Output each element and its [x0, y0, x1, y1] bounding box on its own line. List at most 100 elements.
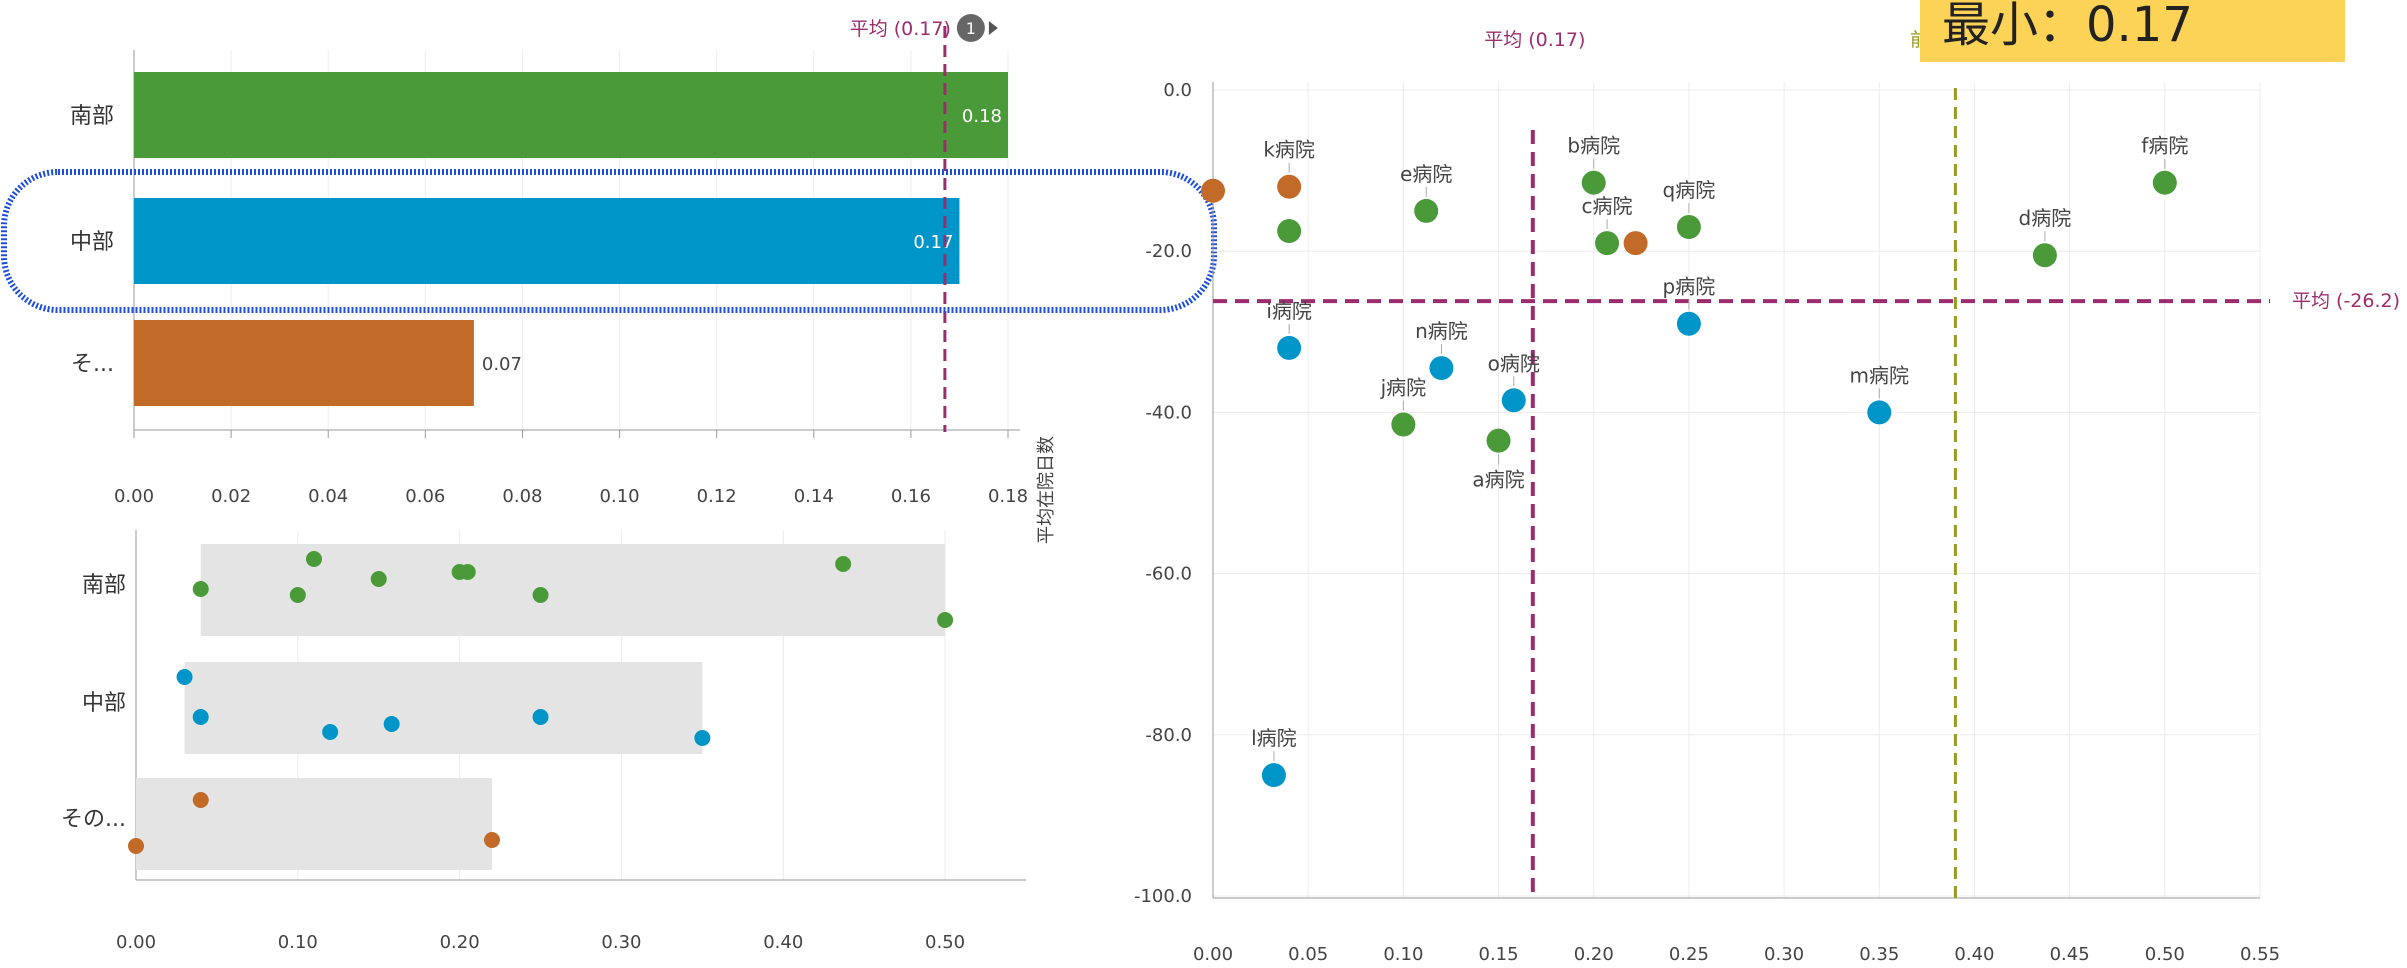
bar-x-tick-label: 0.16: [891, 486, 931, 507]
strip-point: [694, 730, 711, 746]
scatter-point-label: m病院: [1850, 363, 1909, 387]
bar-x-tick-label: 0.04: [308, 486, 348, 507]
strip-category-label: 中部: [82, 691, 126, 716]
strip-point: [176, 669, 193, 685]
scatter-point: [1277, 335, 1302, 360]
scatter-point-label: k病院: [1263, 138, 1315, 162]
scatter-point: [1867, 400, 1892, 425]
scatter-point-label: c病院: [1582, 194, 1633, 218]
scatter-y-tick-label: -40.0: [1145, 402, 1192, 423]
scatter-x-tick-label: 0.40: [1954, 944, 1994, 965]
scatter-x-tick-label: 0.35: [1859, 944, 1899, 965]
scatter-avg-y-label: 平均 (-26.2): [2292, 290, 2400, 312]
min-value-callout: 最小：0.17: [1920, 0, 2345, 62]
bar-category-label: そ...: [71, 352, 114, 377]
scatter-x-tick-label: 0.05: [1288, 944, 1328, 965]
scatter-y-tick-label: -80.0: [1145, 725, 1192, 746]
strip-band: [136, 778, 492, 870]
scatter-x-tick-label: 0.15: [1479, 944, 1519, 965]
scatter-point-label: i病院: [1266, 299, 1312, 323]
strip-category-label: その...: [61, 807, 126, 832]
bar-2: [134, 320, 474, 406]
strip-band: [184, 662, 703, 754]
strip-point: [192, 581, 209, 597]
scatter-point-label: d病院: [2019, 206, 2072, 230]
strip-point: [937, 612, 954, 628]
scatter-point: [1676, 215, 1701, 240]
scatter-y-tick-label: -100.0: [1134, 886, 1192, 907]
bar-data-label: 0.18: [962, 106, 1002, 127]
scatter-point: [1277, 219, 1302, 244]
scatter-point-label: j病院: [1380, 375, 1427, 399]
strip-point: [322, 724, 339, 740]
scatter-x-tick-label: 0.25: [1669, 944, 1709, 965]
strip-point: [370, 571, 387, 587]
strip-point: [459, 564, 476, 580]
strip-point: [128, 838, 144, 854]
bar-0: [134, 72, 1008, 158]
bar-x-tick-label: 0.06: [405, 486, 445, 507]
strip-point: [484, 832, 500, 848]
strip-x-tick-label: 0.00: [116, 932, 156, 953]
strip-point: [306, 551, 322, 567]
scatter-point: [1623, 231, 1648, 256]
bar-x-tick-label: 0.02: [211, 486, 251, 507]
bar-1: [134, 198, 960, 284]
bar-x-tick-label: 0.10: [600, 486, 640, 507]
scatter-point: [1486, 428, 1511, 453]
scatter-x-tick-label: 0.45: [2050, 944, 2090, 965]
strip-point: [383, 716, 400, 732]
scatter-point: [1391, 412, 1416, 437]
bar-x-tick-label: 0.14: [794, 486, 834, 507]
scatter-point: [1414, 198, 1439, 223]
strip-point: [192, 792, 209, 808]
strip-x-tick-label: 0.20: [440, 932, 480, 953]
scatter-point-label: e病院: [1400, 162, 1452, 186]
scatter-point: [2152, 170, 2177, 195]
scatter-point-label: f病院: [2141, 134, 2188, 158]
badge-count: 1: [966, 19, 976, 38]
scatter-x-tick-label: 0.00: [1193, 944, 1233, 965]
scatter-point-label: o病院: [1488, 351, 1540, 375]
scatter-y-tick-label: -60.0: [1145, 564, 1192, 585]
scatter-y-tick-label: -20.0: [1145, 241, 1192, 262]
strip-point: [532, 587, 549, 603]
scatter-x-tick-label: 0.55: [2240, 944, 2280, 965]
strip-category-label: 南部: [82, 573, 126, 598]
strip-x-tick-label: 0.30: [601, 932, 641, 953]
scatter-x-tick-label: 0.20: [1574, 944, 1614, 965]
scatter-point-label: l病院: [1251, 726, 1297, 750]
bar-x-tick-label: 0.18: [988, 486, 1028, 507]
badge-circle: [956, 14, 985, 42]
strip-point: [532, 709, 549, 725]
scatter-point-label: a病院: [1472, 468, 1524, 492]
scatter-point: [1595, 231, 1620, 256]
scatter-avg-x-label: 平均 (0.17): [1484, 29, 1585, 51]
scatter-point: [1501, 388, 1526, 413]
scatter-point-label: b病院: [1567, 134, 1620, 158]
bar-x-tick-label: 0.12: [697, 486, 737, 507]
strip-x-tick-label: 0.50: [925, 932, 965, 953]
scatter-point: [1581, 170, 1606, 195]
scatter-point: [2032, 243, 2057, 268]
strip-x-tick-label: 0.10: [278, 932, 318, 953]
strip-band: [200, 544, 946, 636]
scatter-point: [1201, 178, 1225, 203]
scatter-point-label: q病院: [1663, 178, 1716, 202]
scatter-point: [1676, 311, 1701, 336]
strip-point: [289, 587, 306, 603]
bar-category-label: 南部: [70, 104, 114, 129]
bar-category-label: 中部: [70, 230, 114, 255]
strip-point: [835, 556, 852, 572]
bar-data-label: 0.17: [913, 232, 953, 253]
scatter-point: [1277, 174, 1302, 199]
scatter-point: [1429, 356, 1454, 381]
scatter-point: [1261, 763, 1286, 788]
scatter-y-axis-title: 平均在院日数: [1036, 436, 1057, 544]
strip-point: [192, 709, 209, 725]
scatter-y-tick-label: 0.0: [1163, 80, 1192, 101]
bar-data-label: 0.07: [482, 354, 522, 375]
play-triangle-icon: [988, 21, 998, 35]
bar-x-tick-label: 0.08: [502, 486, 542, 507]
